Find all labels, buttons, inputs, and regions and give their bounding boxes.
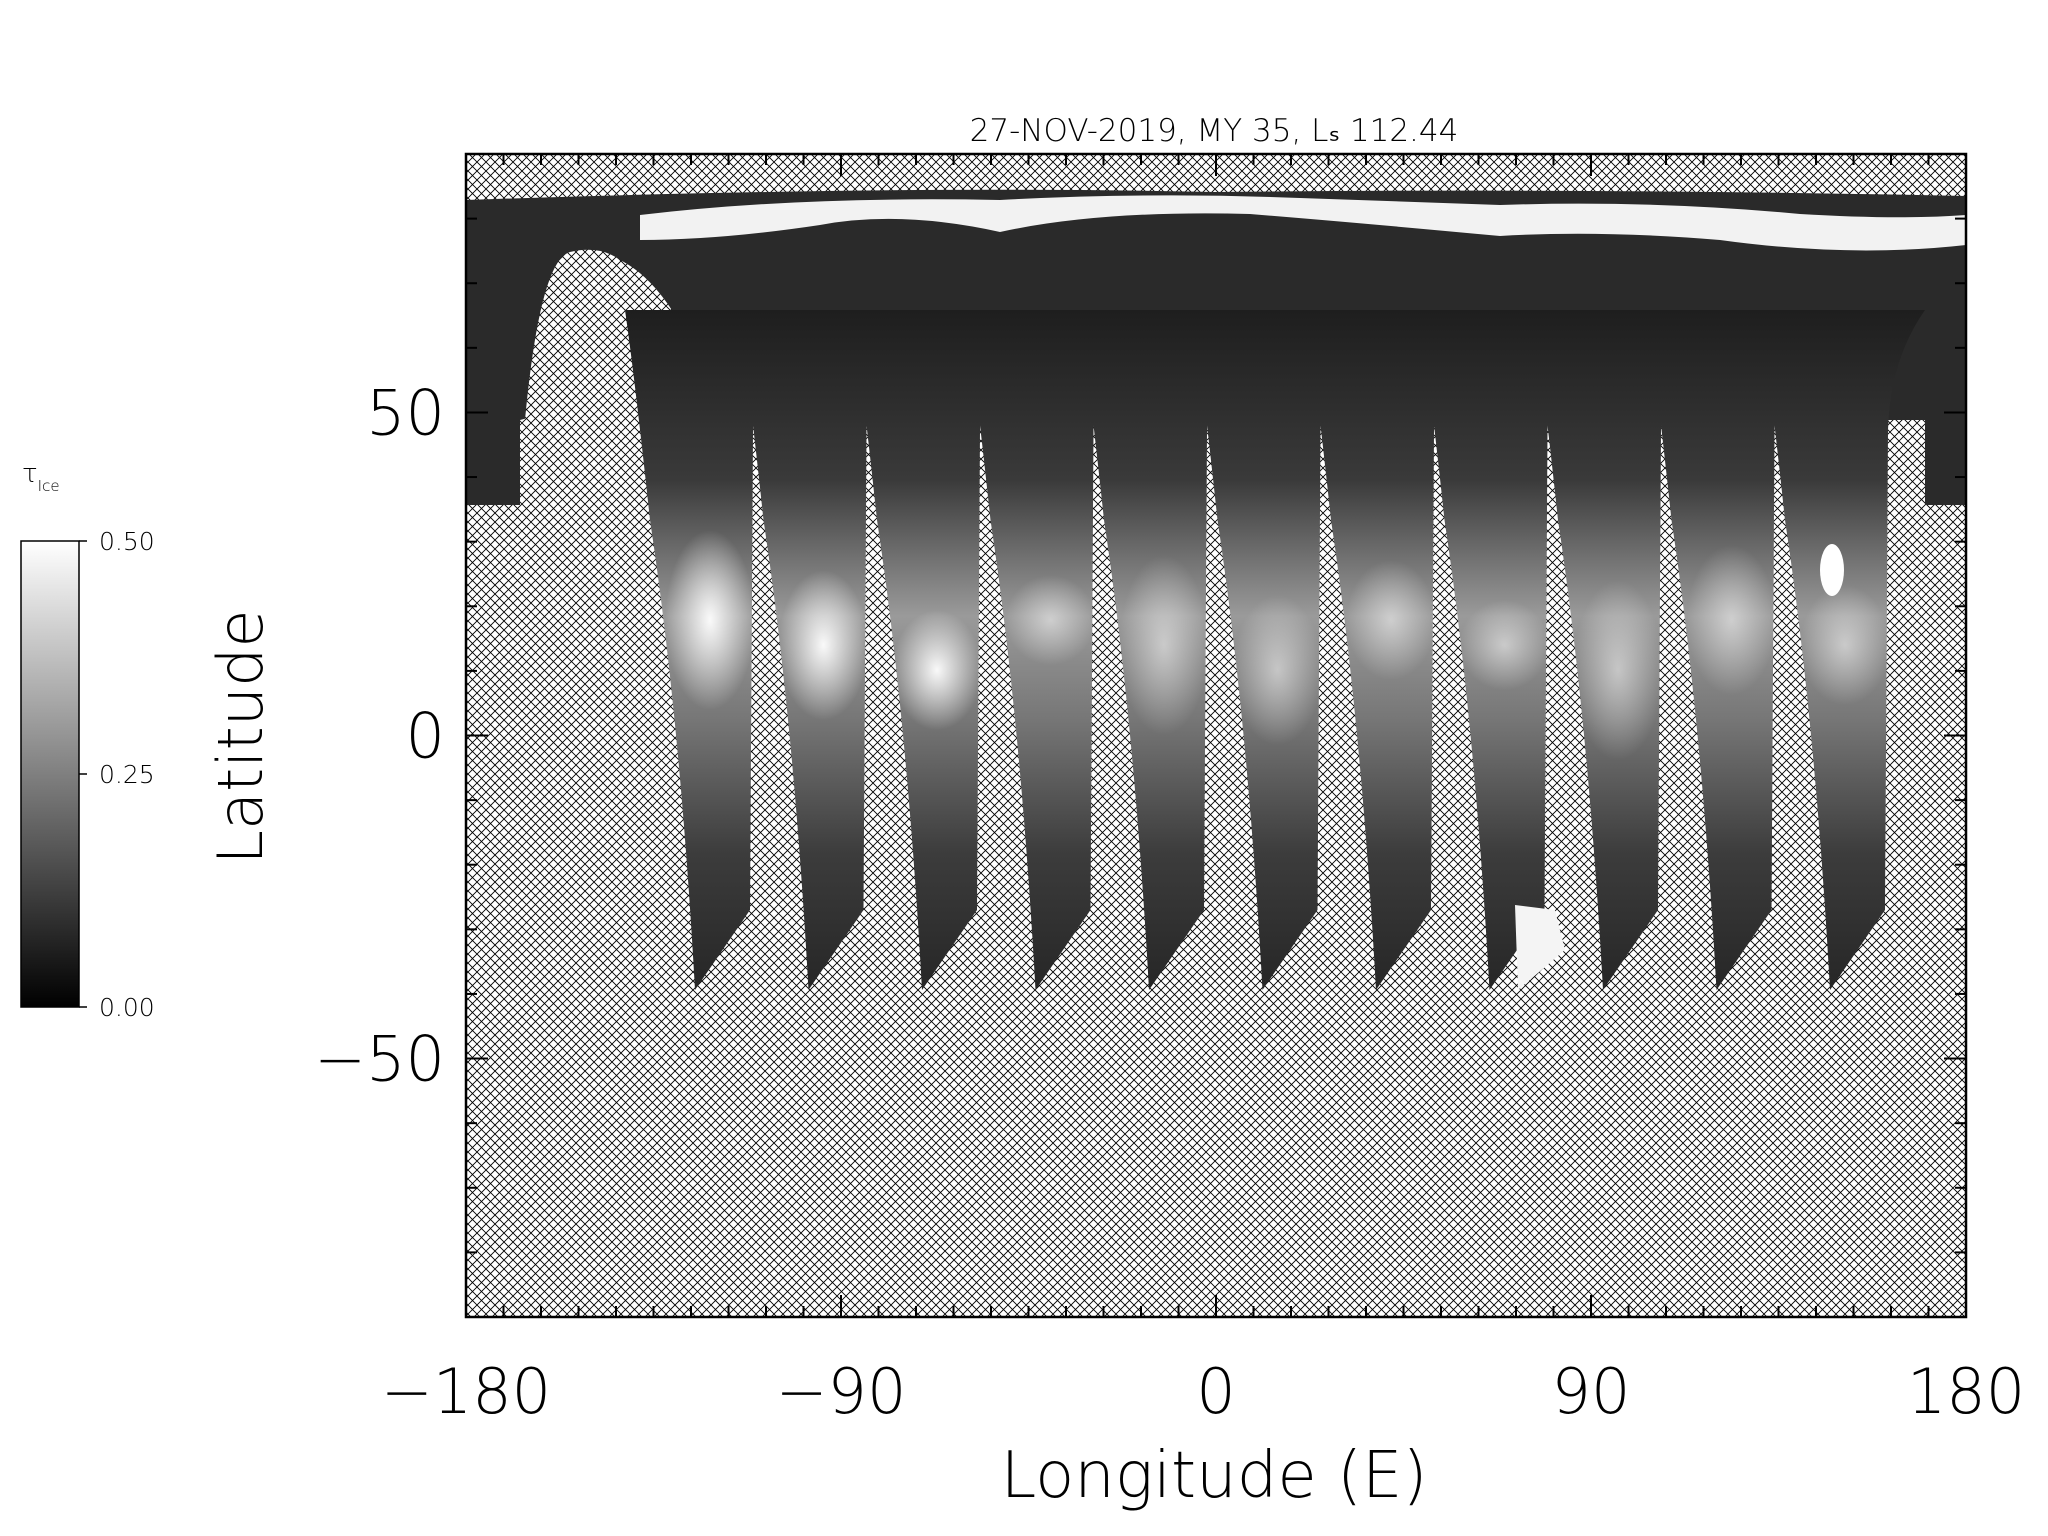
swath-imagery xyxy=(466,189,1966,990)
cloud xyxy=(1346,560,1436,680)
cloud xyxy=(1119,555,1209,735)
axes: −180 −90 0 90 180 −50 0 50 xyxy=(314,154,2025,1428)
polar-cap xyxy=(640,195,1966,251)
y-tick-label: −50 xyxy=(314,1023,445,1096)
colorbar-tick-label: 0.00 xyxy=(99,993,155,1022)
colorbar-scale xyxy=(20,540,80,1008)
colorbar-label: τIce xyxy=(22,459,60,495)
x-tick-label: 90 xyxy=(1552,1355,1631,1428)
colorbar-tick-label: 0.25 xyxy=(99,760,155,789)
cloud xyxy=(1459,600,1550,690)
cloud xyxy=(892,610,982,730)
x-axis-label: Longitude (E) xyxy=(1001,1439,1428,1513)
cloud xyxy=(1232,595,1323,745)
y-axis-label: Latitude xyxy=(204,609,277,864)
x-tick-label: −180 xyxy=(381,1355,551,1428)
chart-title: 27-NOV-2019, MY 35, Lₛ 112.44 xyxy=(970,113,1459,149)
x-tick-label: 180 xyxy=(1907,1355,2025,1428)
cloud xyxy=(665,530,755,710)
cloud xyxy=(1686,545,1777,695)
colorbar-tick-label: 0.50 xyxy=(99,527,155,556)
cloud xyxy=(1800,585,1890,705)
cloud xyxy=(778,570,869,720)
colorbar: 0.00 0.25 0.50 xyxy=(20,527,155,1022)
x-tick-label: −90 xyxy=(776,1355,907,1428)
x-tick-label: 0 xyxy=(1196,1355,1235,1428)
cloud xyxy=(1573,580,1663,760)
bright-spot xyxy=(1820,544,1844,596)
bright-spot xyxy=(1515,905,1565,990)
y-tick-label: 50 xyxy=(366,376,445,449)
cloud xyxy=(1005,575,1096,665)
y-tick-label: 0 xyxy=(406,700,445,773)
colorbar-symbol: τ xyxy=(22,459,38,489)
colorbar-subscript: Ice xyxy=(38,477,60,495)
